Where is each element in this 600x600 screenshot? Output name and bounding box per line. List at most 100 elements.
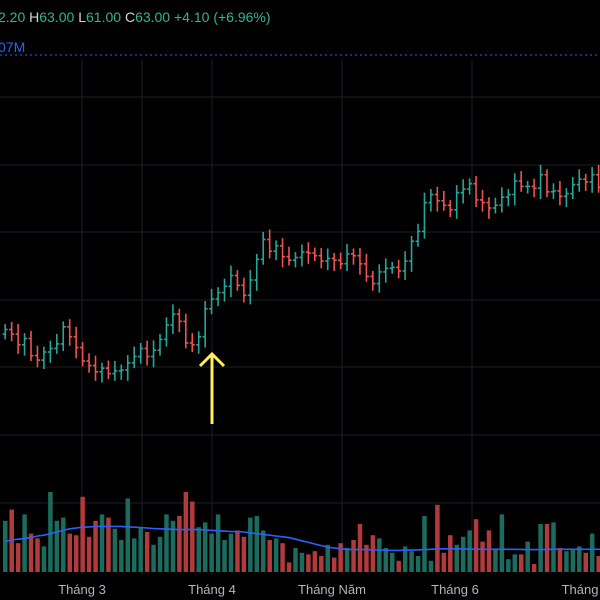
ohlc-bar (170, 304, 176, 334)
volume-bar (551, 522, 556, 572)
ohlc-bar (234, 270, 240, 291)
volume-bar (209, 533, 214, 572)
ohlc-bar (215, 287, 221, 307)
ohlc-bar (125, 355, 131, 381)
ohlc-bar (312, 247, 318, 262)
ohlc-bar (557, 181, 563, 206)
ohlc-bar (60, 321, 66, 352)
ohlc-bar (267, 229, 273, 259)
volume-bar (544, 524, 550, 572)
ohlc-bar (131, 346, 137, 369)
ohlc-bar (351, 248, 356, 265)
volume-bar (35, 538, 40, 572)
ohlc-bar (183, 313, 189, 349)
high-value: 63.00 (39, 9, 75, 25)
ohlc-bar (247, 270, 253, 305)
arrow-head (198, 351, 226, 368)
ohlc-bar (41, 346, 47, 370)
ohlc-bar (73, 326, 79, 359)
ohlc-bar (544, 169, 550, 198)
ohlc-bar (67, 319, 73, 346)
volume-bar (241, 536, 247, 572)
volume-bar (41, 546, 47, 572)
volume-bar (325, 544, 330, 572)
volume-ma-line (5, 525, 600, 552)
volume-bar (564, 551, 569, 572)
ohlc-legend: 2.20 H63.00 L61.00 C63.00 +4.10 (+6.96%) (0, 9, 271, 25)
volume-bar (99, 514, 105, 572)
ohlc-bar (260, 231, 266, 265)
volume-bar (222, 540, 227, 572)
volume-bar (67, 533, 72, 572)
volume-bar (331, 557, 337, 572)
ohlc-bar (344, 244, 350, 271)
ohlc-bar (570, 176, 576, 199)
volume-bar (112, 528, 118, 572)
volume-bar (28, 533, 34, 572)
volume-bar (319, 556, 324, 572)
x-axis: Tháng 3 Tháng 4 Tháng Năm Tháng 6 Tháng (58, 582, 598, 597)
volume-bar (157, 536, 163, 572)
open-value: 2.20 (0, 9, 26, 25)
volume-bar (480, 541, 485, 572)
volume-bar (54, 520, 60, 572)
volume-bar (280, 543, 285, 572)
volume-bar (338, 543, 343, 572)
volume-bar (499, 514, 505, 572)
x-tick-label: Tháng Năm (298, 582, 366, 597)
volume-bar (460, 536, 466, 572)
ohlc-bar (305, 242, 311, 264)
volume-bar (48, 492, 53, 572)
ohlc-bar (99, 362, 105, 383)
ohlc-bar (473, 176, 479, 208)
volume-bar (473, 519, 479, 572)
volume-bar (531, 564, 537, 572)
ohlc-bar (28, 330, 34, 361)
ohlc-bar (151, 340, 157, 368)
volume-bar (228, 533, 234, 572)
ohlc-bar (112, 361, 118, 381)
ohlc-bar (370, 271, 376, 291)
ohlc-bar (202, 301, 208, 348)
volume-bar (61, 517, 66, 572)
volume-bar (190, 501, 195, 572)
ohlc-bar (254, 253, 260, 291)
volume-bar (512, 554, 518, 572)
ohlc-bar (402, 251, 408, 280)
ohlc-bar (292, 252, 298, 268)
volume-bar (467, 530, 472, 572)
ohlc-bar (596, 164, 600, 193)
volume-bar (235, 530, 240, 572)
volume-bar (396, 560, 401, 572)
x-tick-label: Tháng 3 (58, 582, 106, 597)
volume-bar (357, 524, 363, 572)
ohlc-bar (15, 324, 21, 354)
ohlc-bar (338, 252, 344, 270)
volume-bar (538, 524, 543, 572)
ohlc-bar (176, 308, 182, 333)
ohlc-bar (492, 197, 498, 214)
ohlc-bar (93, 355, 98, 381)
x-tick-label: Tháng 6 (431, 582, 479, 597)
volume-bar (454, 544, 459, 572)
volume-bar (441, 552, 447, 572)
volume-bar (125, 498, 131, 572)
ohlc-bar (157, 334, 163, 356)
volume-bar (493, 549, 498, 572)
ohlc-bar (331, 253, 337, 271)
ohlc-bar (447, 199, 453, 217)
high-label: H (29, 9, 40, 25)
volume-bar (570, 549, 576, 572)
price-bars (2, 164, 600, 383)
ohlc-bar (34, 345, 40, 368)
ohlc-bar (518, 171, 524, 192)
ohlc-bar (273, 240, 279, 261)
volume-bar (312, 551, 318, 572)
volume-bar (364, 544, 369, 572)
x-tick-label: Tháng 4 (188, 582, 236, 597)
chart-grid (0, 60, 600, 575)
ohlc-bar (409, 235, 415, 272)
volume-bar (351, 540, 356, 572)
volume-bar (106, 517, 111, 572)
